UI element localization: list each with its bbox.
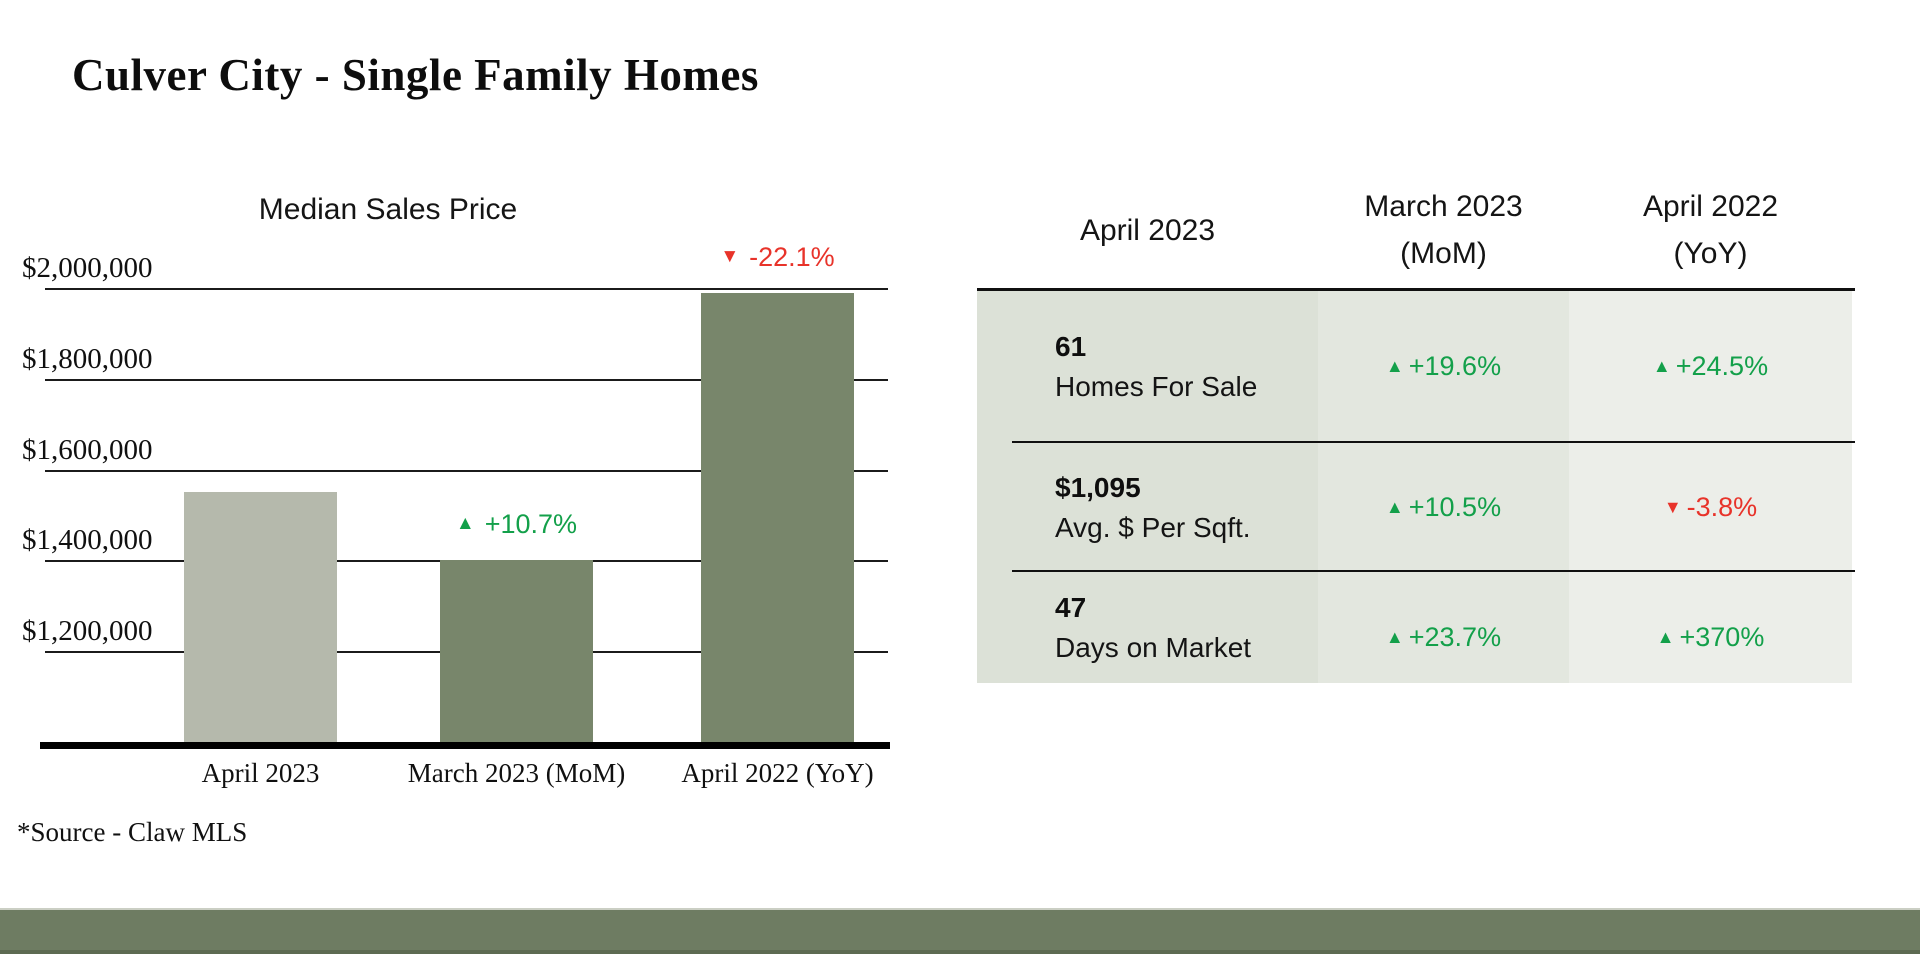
triangle-down-icon: ▼ [1663, 497, 1682, 517]
table-row: 61 Homes For Sale ▲ +19.6% ▲ +24.5% [977, 290, 1852, 443]
mom-change-cell: ▲ +19.6% [1318, 290, 1569, 443]
bar-change-label: ▼ -22.1% [720, 242, 834, 272]
triangle-up-icon: ▲ [1652, 356, 1671, 376]
table-row: $1,095 Avg. $ Per Sqft. ▲ +10.5% ▼ -3.8% [977, 443, 1852, 572]
bar [184, 492, 337, 742]
table-row: 47 Days on Market ▲ +23.7% ▲ +370% [977, 572, 1852, 683]
gridline [45, 469, 888, 472]
metric-label: Avg. $ Per Sqft. [1055, 511, 1251, 543]
change-value: -22.1% [749, 241, 835, 272]
x-axis-line [40, 742, 890, 749]
table-column-bg-mom [1318, 290, 1569, 683]
metric-label: Days on Market [1055, 631, 1252, 663]
table-header: April 2023 March 2023 (MoM) April 2022 (… [977, 182, 1852, 278]
x-tick-label: April 2022 (YoY) [681, 758, 874, 788]
triangle-up-icon: ▲ [1656, 627, 1675, 647]
x-tick-label: April 2023 [201, 758, 320, 788]
page-title: Culver City - Single Family Homes [72, 50, 759, 100]
metric-value: $1,095 [1055, 471, 1141, 503]
column-header-april-2022-yoy: April 2022 (YoY) [1569, 182, 1852, 278]
bar [440, 560, 593, 742]
column-header-line1: March 2023 [1364, 190, 1523, 223]
y-tick-label: $1,200,000 [22, 615, 153, 648]
change-value: +24.5% [1675, 351, 1769, 381]
change-value: +10.7% [484, 509, 578, 540]
change-value: -3.8% [1686, 492, 1758, 522]
change-value: +370% [1679, 622, 1765, 652]
column-header-line1: April 2023 [1079, 213, 1216, 247]
yoy-change-cell: ▲ +370% [1569, 572, 1852, 683]
yoy-change-cell: ▲ +24.5% [1569, 290, 1852, 443]
triangle-up-icon: ▲ [1385, 627, 1404, 647]
source-note: *Source - Claw MLS [17, 817, 248, 847]
table-column-bg-current [977, 290, 1318, 683]
column-header-line2: (YoY) [1673, 237, 1748, 270]
footer-bar [0, 908, 1920, 954]
yoy-change-cell: ▼ -3.8% [1569, 443, 1852, 572]
change-value: +23.7% [1408, 622, 1502, 652]
column-header-line1: April 2022 [1642, 190, 1779, 223]
y-tick-label: $2,000,000 [22, 252, 153, 284]
column-header-april-2023: April 2023 [977, 182, 1318, 278]
bar-change-label: ▲ +10.7% [456, 509, 577, 539]
metric-cell: $1,095 Avg. $ Per Sqft. [977, 443, 1318, 572]
table-row-divider [1012, 570, 1855, 572]
plot-area: $2,000,000 $1,800,000 $1,600,000 $1,400,000… [22, 242, 890, 788]
metric-value: 47 [1055, 591, 1087, 623]
triangle-up-icon: ▲ [455, 513, 475, 535]
triangle-up-icon: ▲ [1385, 356, 1404, 376]
column-header-line2: (MoM) [1400, 237, 1487, 270]
change-value: +10.5% [1408, 492, 1502, 522]
y-tick-label: $1,800,000 [22, 342, 153, 375]
mom-change-cell: ▲ +10.5% [1318, 443, 1569, 572]
chart-title: Median Sales Price [258, 193, 518, 226]
change-value: +19.6% [1408, 351, 1502, 381]
metric-label: Homes For Sale [1055, 370, 1258, 402]
x-tick-label: March 2023 (MoM) [407, 758, 626, 788]
gridline [45, 378, 888, 381]
y-tick-label: $1,400,000 [22, 524, 153, 557]
table-rows: 61 Homes For Sale ▲ +19.6% ▲ +24.5% $1,095 Avg.… [977, 290, 1852, 683]
mom-change-cell: ▲ +23.7% [1318, 572, 1569, 683]
table-header-rule [977, 288, 1855, 291]
triangle-down-icon: ▼ [720, 245, 740, 267]
metric-cell: 47 Days on Market [977, 572, 1318, 683]
metric-value: 61 [1055, 330, 1087, 362]
table-row-divider [1012, 441, 1855, 443]
triangle-up-icon: ▲ [1385, 497, 1404, 517]
y-tick-label: $1,600,000 [22, 433, 153, 466]
column-header-march-2023-mom: March 2023 (MoM) [1318, 182, 1569, 278]
gridline [45, 288, 888, 290]
table-column-bg-yoy [1569, 290, 1852, 683]
metric-cell: 61 Homes For Sale [977, 290, 1318, 443]
bar [701, 292, 854, 742]
